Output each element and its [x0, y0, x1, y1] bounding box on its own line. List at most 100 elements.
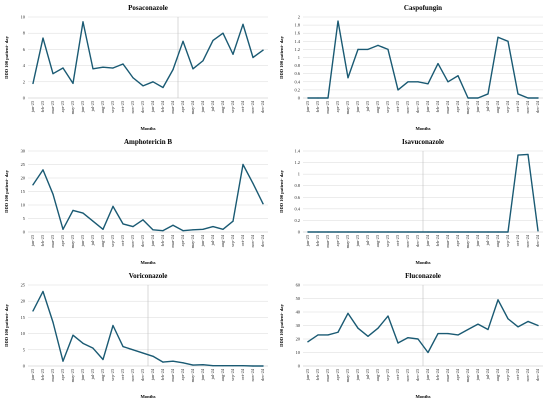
x-tick-label: nov-23	[130, 234, 135, 247]
x-tick-label: dec-23	[140, 368, 145, 381]
data-point	[122, 223, 124, 225]
chart-title: Fluconazole	[405, 272, 441, 280]
x-tick-label: dec-23	[415, 368, 420, 381]
x-tick-label: jul-23	[90, 100, 95, 112]
data-point	[102, 66, 104, 68]
x-tick-label: mar-24	[445, 100, 450, 113]
x-tick-label: oct-24	[240, 100, 245, 112]
data-point	[262, 49, 264, 51]
x-axis-label: Months	[140, 126, 155, 131]
x-tick-label: jan-23	[30, 100, 35, 113]
x-axis-label: Months	[415, 260, 430, 265]
data-point	[457, 231, 459, 233]
data-point	[467, 328, 469, 331]
data-point	[397, 231, 399, 233]
data-point	[317, 231, 319, 233]
y-tick-label: 1.4	[295, 39, 301, 44]
data-point	[212, 365, 214, 367]
data-point	[487, 93, 489, 95]
x-tick-label: jun-23	[80, 234, 85, 247]
x-axis-label: Months	[415, 394, 430, 399]
x-tick-label: feb-23	[40, 100, 45, 112]
y-tick-label: 1	[298, 172, 300, 177]
chart-title: Posaconazole	[128, 4, 168, 12]
x-tick-label: nov-24	[525, 100, 530, 113]
data-point	[447, 81, 449, 83]
x-tick-label: mar-23	[325, 100, 330, 113]
x-tick-label: aug-23	[375, 368, 380, 381]
x-tick-label: dec-24	[535, 234, 540, 247]
data-point	[337, 20, 339, 22]
x-tick-label: feb-24	[160, 234, 165, 246]
data-point	[242, 163, 244, 166]
x-tick-label: oct-24	[240, 234, 245, 246]
data-point	[42, 169, 44, 171]
x-tick-label: aug-24	[220, 100, 225, 113]
x-tick-label: aug-23	[100, 100, 105, 113]
y-axis-label: DDD 100 patient- day	[279, 35, 284, 78]
data-point	[517, 326, 519, 328]
x-tick-label: sep-24	[505, 234, 510, 247]
y-tick-label: 2	[298, 15, 300, 20]
x-tick-label: jun-23	[355, 100, 360, 113]
data-point	[377, 44, 379, 46]
chart-svg: Caspofungin 0 0.2 0.4 0.6 0.8 1 1.2 1.4 1.6 1.8 2 ja…	[279, 4, 543, 131]
data-point	[252, 56, 254, 59]
x-tick-label: nov-23	[130, 368, 135, 381]
x-tick-label: aug-23	[100, 368, 105, 381]
data-point	[487, 328, 489, 331]
x-tick-label: jun-24	[200, 100, 205, 113]
x-tick-label: jul-24	[210, 368, 215, 380]
data-point	[427, 83, 429, 85]
y-tick-label: 0	[298, 364, 301, 369]
data-point	[507, 231, 509, 233]
chart-svg: Isavuconazole 0 0.2 0.4 0.6 0.8 1 1.2 1.4 jan-23 f…	[279, 138, 543, 265]
x-tick-label: dec-23	[140, 234, 145, 247]
x-tick-label: feb-24	[160, 100, 165, 112]
x-tick-label: nov-24	[525, 234, 530, 247]
x-tick-label: may-23	[70, 368, 75, 382]
chart-panel-posaconazole: Posaconazole 0 2 4 6 8 10 jan-23 feb-23 mar-23 apr…	[0, 0, 275, 134]
y-axis-label: DDD 100 patient- day	[4, 35, 9, 78]
data-point	[537, 97, 539, 99]
chart-title: Caspofungin	[404, 4, 442, 12]
x-tick-label: nov-24	[525, 368, 530, 381]
x-tick-label: jul-24	[210, 234, 215, 246]
x-tick-label: oct-24	[240, 368, 245, 380]
x-tick-label: aug-23	[100, 234, 105, 247]
series-line	[307, 153, 539, 233]
y-tick-label: 0.4	[295, 206, 301, 211]
data-point	[152, 355, 154, 357]
x-tick-label: apr-23	[60, 368, 65, 380]
x-tick-label: apr-24	[455, 368, 460, 380]
chart-svg: Posaconazole 0 2 4 6 8 10 jan-23 feb-23 mar-23 apr…	[4, 4, 268, 131]
y-tick-label: 1.2	[295, 160, 301, 165]
x-tick-label: jan-24	[150, 368, 155, 381]
data-point	[437, 231, 439, 233]
data-point	[407, 231, 409, 233]
x-tick-label: jan-24	[425, 234, 430, 247]
data-point	[517, 93, 519, 95]
data-point	[32, 184, 34, 186]
data-point	[357, 48, 359, 51]
data-point	[52, 73, 54, 75]
data-point	[307, 97, 309, 99]
y-tick-label: 0.6	[295, 71, 301, 76]
y-tick-label: 0	[298, 96, 301, 101]
y-tick-label: 0	[298, 230, 301, 235]
y-tick-label: 30	[296, 323, 301, 328]
series-line	[32, 163, 264, 232]
y-tick-label: 8	[23, 31, 26, 36]
x-tick-label: dec-24	[260, 100, 265, 113]
data-point	[337, 331, 339, 333]
data-point	[172, 360, 174, 362]
x-tick-label: dec-23	[140, 100, 145, 113]
x-tick-label: oct-23	[120, 234, 125, 246]
data-point	[192, 68, 194, 70]
x-tick-label: mar-23	[325, 368, 330, 381]
y-tick-label: 25	[21, 162, 26, 167]
x-tick-label: jan-23	[30, 368, 35, 381]
x-tick-label: jul-24	[485, 100, 490, 112]
data-point	[437, 62, 439, 65]
x-tick-label: dec-24	[260, 368, 265, 381]
